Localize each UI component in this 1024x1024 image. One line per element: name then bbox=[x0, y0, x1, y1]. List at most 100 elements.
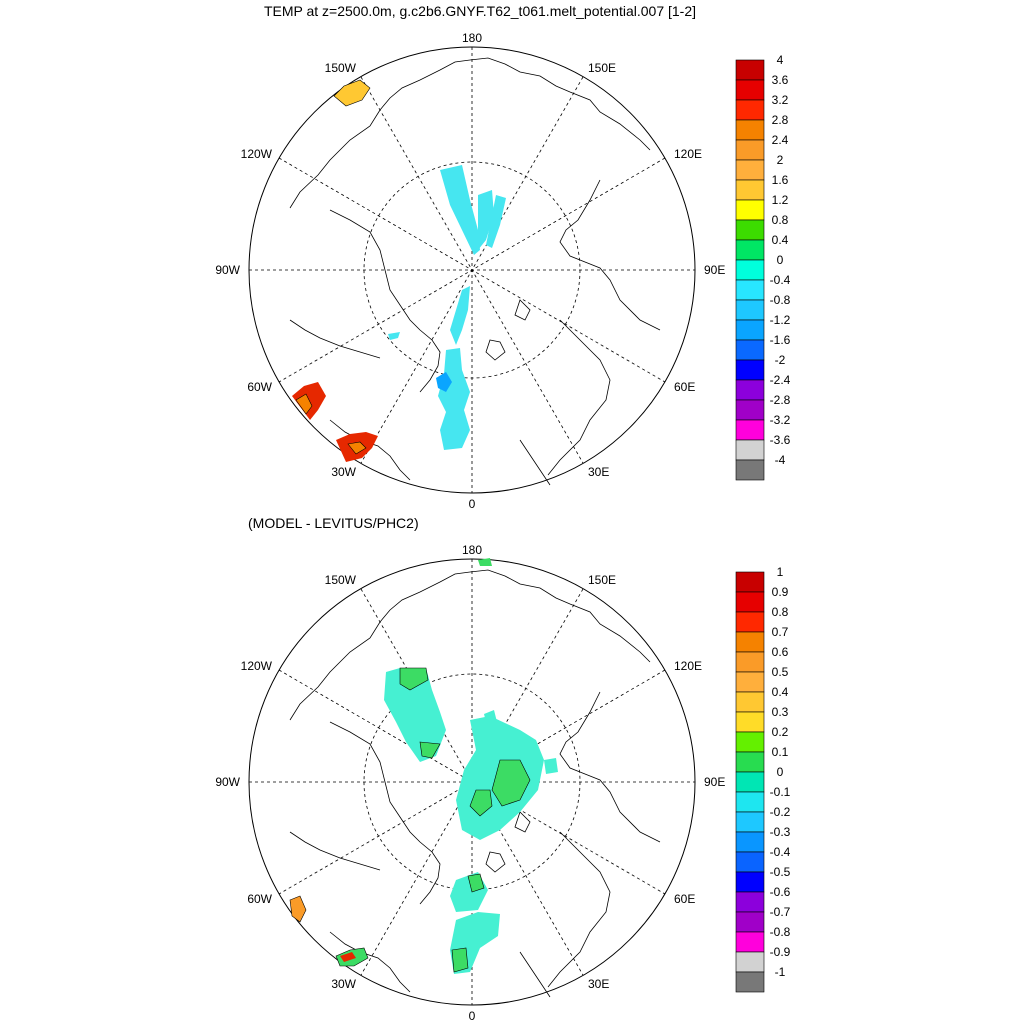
bottom-anomaly-patch-center-green bbox=[491, 759, 531, 807]
top-colorbar-swatch bbox=[735, 359, 765, 381]
bottom-coastlines bbox=[289, 569, 661, 998]
top-colorbar-swatch bbox=[735, 99, 765, 121]
bottom-anomaly-patch-nw-green-2 bbox=[419, 741, 441, 759]
bottom-anomaly-shading bbox=[289, 558, 558, 974]
bottom-colorbar-swatch bbox=[735, 971, 765, 993]
top-colorbar-label: -2.4 bbox=[770, 373, 791, 387]
bottom-anomaly-patch-top-rim bbox=[478, 558, 492, 566]
bottom-colorbar-swatch bbox=[735, 591, 765, 613]
top-lon-60w: 60W bbox=[247, 380, 272, 394]
top-anomaly-patch-north-2 bbox=[478, 190, 494, 250]
bottom-colorbar-label: 0.8 bbox=[772, 605, 789, 619]
top-colorbar-swatch bbox=[735, 419, 765, 441]
bottom-colorbar-swatch bbox=[735, 751, 765, 773]
bottom-lon-150w: 150W bbox=[325, 573, 357, 587]
bottom-colorbar-label: -0.2 bbox=[770, 805, 791, 819]
bottom-colorbar-swatch bbox=[735, 791, 765, 813]
bottom-colorbar-swatch bbox=[735, 691, 765, 713]
bottom-colorbar-swatch bbox=[735, 891, 765, 913]
top-colorbar-label: -2 bbox=[775, 353, 786, 367]
top-lon-180: 180 bbox=[462, 31, 482, 45]
top-colorbar-swatch bbox=[735, 439, 765, 461]
top-lon-30e: 30E bbox=[588, 465, 609, 479]
bottom-lon-0: 0 bbox=[469, 1009, 476, 1023]
bottom-colorbar-label: -0.8 bbox=[770, 925, 791, 939]
top-lon-0: 0 bbox=[469, 497, 476, 511]
top-colorbar-label: 1.2 bbox=[772, 193, 789, 207]
top-colorbar-label: 2.4 bbox=[772, 133, 789, 147]
top-colorbar-label: -0.8 bbox=[770, 293, 791, 307]
bottom-colorbar-swatch bbox=[735, 831, 765, 853]
top-title: TEMP at z=2500.0m, g.c2b6.GNYF.T62_t061.… bbox=[264, 3, 696, 19]
bottom-colorbar-label: -0.6 bbox=[770, 885, 791, 899]
top-lon-60e: 60E bbox=[674, 380, 695, 394]
bottom-colorbar-label: 0.6 bbox=[772, 645, 789, 659]
top-colorbar-label: -2.8 bbox=[770, 393, 791, 407]
bottom-anomaly-patch-nw-green bbox=[399, 667, 429, 691]
bottom-colorbar-swatch bbox=[735, 671, 765, 693]
bottom-lon-30e: 30E bbox=[588, 977, 609, 991]
top-colorbar-label: -1.6 bbox=[770, 333, 791, 347]
top-colorbar-label: 4 bbox=[777, 53, 784, 67]
top-anomaly-patch-north-3 bbox=[486, 195, 506, 248]
top-colorbar-swatch bbox=[735, 239, 765, 261]
top-anomaly-west-spot bbox=[388, 332, 400, 340]
bottom-colorbar-label: 0.9 bbox=[772, 585, 789, 599]
bottom-colorbar-label: -0.7 bbox=[770, 905, 791, 919]
top-anomaly-patch-center bbox=[450, 286, 470, 345]
top-colorbar-swatch bbox=[735, 379, 765, 401]
bottom-anomaly-patch-small-2 bbox=[544, 758, 558, 774]
top-colorbar-label: 1.6 bbox=[772, 173, 789, 187]
top-anomaly-blue-spot bbox=[436, 372, 452, 392]
top-colorbar-swatch bbox=[735, 339, 765, 361]
bottom-colorbar-swatch bbox=[735, 631, 765, 653]
bottom-anomaly-patch-nw bbox=[384, 668, 446, 762]
top-lon-120w: 120W bbox=[241, 147, 273, 161]
top-colorbar-swatch bbox=[735, 179, 765, 201]
top-anomaly-shading bbox=[292, 79, 506, 462]
top-colorbar-label: -1.2 bbox=[770, 313, 791, 327]
top-colorbar-swatch bbox=[735, 399, 765, 421]
bottom-colorbar-label: 0.5 bbox=[772, 665, 789, 679]
bottom-lon-30w: 30W bbox=[331, 977, 356, 991]
bottom-colorbar-swatch bbox=[735, 771, 765, 793]
bottom-lon-120w: 120W bbox=[241, 659, 273, 673]
bottom-colorbar-swatch bbox=[735, 611, 765, 633]
bottom-lon-180: 180 bbox=[462, 543, 482, 557]
top-colorbar-swatch bbox=[735, 159, 765, 181]
top-colorbar-swatch bbox=[735, 79, 765, 101]
top-colorbar-swatch bbox=[735, 219, 765, 241]
top-colorbar: 4 3.6 3.2 2.8 2.4 2 1.6 1.2 0.8 0.4 0 -0.4 -0.8 -1.2 -… bbox=[735, 53, 791, 481]
bottom-colorbar-swatch bbox=[735, 811, 765, 833]
top-lon-90e: 90E bbox=[704, 263, 725, 277]
top-anomaly-patch-north bbox=[440, 165, 480, 255]
bottom-colorbar-label: 0.7 bbox=[772, 625, 789, 639]
bottom-colorbar-label: -0.1 bbox=[770, 785, 791, 799]
top-colorbar-swatch bbox=[735, 199, 765, 221]
top-colorbar-swatch bbox=[735, 259, 765, 281]
bottom-colorbar-swatch bbox=[735, 931, 765, 953]
top-colorbar-swatch bbox=[735, 119, 765, 141]
bottom-warm-patch-60w bbox=[289, 895, 307, 923]
top-colorbar-label: -3.6 bbox=[770, 433, 791, 447]
bottom-anomaly-patch-small-1 bbox=[484, 710, 498, 730]
bottom-colorbar-label: 1 bbox=[777, 565, 784, 579]
bottom-colorbar-swatch bbox=[735, 711, 765, 733]
top-colorbar-swatch bbox=[735, 59, 765, 81]
top-colorbar-label: 0.8 bbox=[772, 213, 789, 227]
bottom-colorbar-label: 0.4 bbox=[772, 685, 789, 699]
bottom-title: (MODEL - LEVITUS/PHC2) bbox=[248, 515, 419, 531]
top-warm-patch-150w bbox=[333, 79, 371, 107]
top-map: 180 0 90W 90E 150W 150E 120W 120E 60W 60… bbox=[215, 31, 725, 511]
bottom-colorbar-swatch bbox=[735, 951, 765, 973]
top-colorbar-label: -0.4 bbox=[770, 273, 791, 287]
top-lon-150e: 150E bbox=[588, 61, 616, 75]
bottom-colorbar-swatch bbox=[735, 731, 765, 753]
top-lon-120e: 120E bbox=[674, 147, 702, 161]
top-warm-patch-60w-b bbox=[295, 393, 313, 415]
bottom-colorbar-swatch bbox=[735, 871, 765, 893]
bottom-colorbar-swatch bbox=[735, 851, 765, 873]
bottom-colorbar-label: -0.5 bbox=[770, 865, 791, 879]
top-warm-patch-30w-b bbox=[347, 441, 367, 455]
